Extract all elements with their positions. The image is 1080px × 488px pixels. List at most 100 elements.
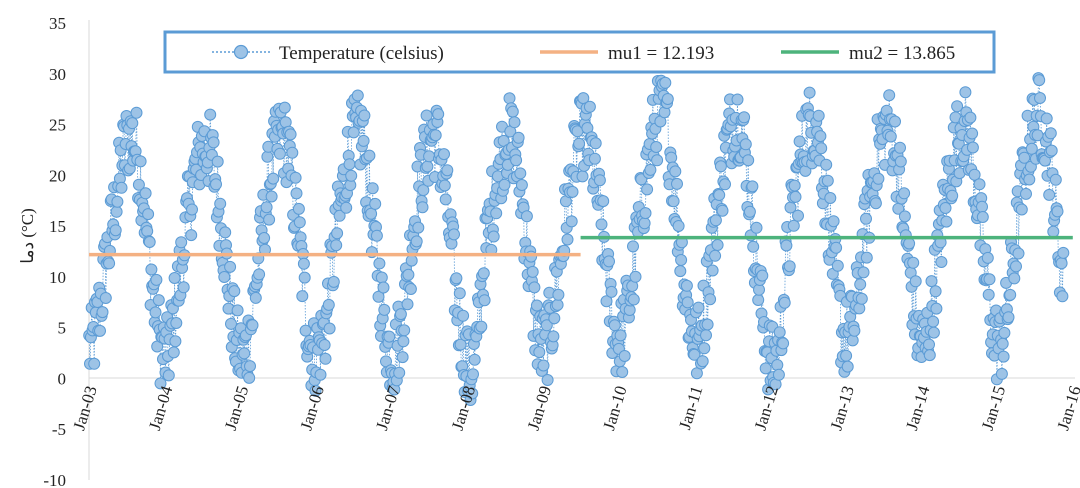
temperature-point (162, 369, 175, 382)
temperature-point (665, 151, 678, 164)
temperature-point (659, 76, 672, 89)
temperature-point (286, 146, 299, 159)
temperature-point (498, 178, 511, 191)
temperature-point (772, 368, 785, 381)
temperature-point (508, 116, 521, 129)
temperature-point (289, 171, 302, 184)
temperature-point (841, 360, 854, 373)
temperature-point (973, 178, 986, 191)
temperature-point (1033, 74, 1046, 87)
temperature-point (925, 275, 938, 288)
temperature-point (907, 256, 920, 269)
temperature-point (453, 287, 466, 300)
y-tick-label: 20 (49, 166, 66, 185)
temperature-point (696, 355, 709, 368)
temperature-point (467, 368, 479, 381)
temperature-point (261, 150, 274, 163)
temperature-point (94, 324, 106, 337)
temperature-point (154, 377, 167, 390)
temperature-point (263, 213, 276, 226)
temperature-point (290, 187, 303, 200)
temperature-point (674, 265, 687, 278)
temperature-point (547, 330, 560, 343)
temperature-point (627, 240, 639, 253)
temperature-point (848, 324, 861, 337)
temperature-point (432, 108, 445, 121)
temperature-point (997, 350, 1010, 363)
temperature-point (211, 155, 224, 168)
temperature-point (1055, 257, 1068, 270)
temperature-point (780, 239, 793, 252)
temperature-point (143, 236, 156, 248)
temperature-point (752, 294, 765, 306)
temperature-point (1008, 272, 1021, 285)
temperature-point (671, 177, 683, 190)
temperature-point (363, 149, 376, 162)
temperature-point (1040, 112, 1053, 125)
temperature-point (468, 353, 481, 366)
temperature-point (540, 319, 553, 332)
temperature-point (983, 273, 996, 286)
temperature-point (830, 241, 843, 254)
x-axis-ticks: Jan-03 Jan-04 Jan-05 Jan-06 Jan-07 Jan-08 Jan-… (69, 383, 1080, 432)
temperature-point (614, 329, 627, 342)
temperature-point (731, 93, 744, 106)
temperature-point (898, 187, 911, 200)
temperature-point (898, 210, 911, 223)
temperature-point (742, 154, 755, 167)
temperature-point (1051, 205, 1064, 218)
temperature-point (214, 197, 227, 210)
temperature-point (152, 294, 165, 307)
temperature-point (1043, 188, 1056, 201)
temperature-point (588, 152, 601, 165)
temperature-point (651, 154, 664, 167)
x-tick-label: Jan-07 (372, 383, 404, 432)
temperature-point (1025, 142, 1038, 155)
temperature-point (981, 251, 994, 264)
legend-temp-label: Temperature (celsius) (279, 43, 444, 64)
temperature-point (265, 190, 278, 203)
temperature-point (709, 214, 722, 227)
x-tick-label: Jan-04 (145, 383, 177, 432)
temperature-point (1002, 311, 1015, 324)
temperature-point (629, 270, 642, 283)
temperature-point (700, 329, 712, 342)
x-tick-label: Jan-13 (827, 384, 858, 433)
temperature-point (927, 326, 940, 339)
temperature-point (976, 200, 988, 213)
temperature-point (526, 265, 539, 278)
temperature-point (701, 318, 714, 331)
temperature-point (441, 164, 454, 177)
temperature-point (583, 100, 596, 113)
temperature-point (96, 306, 109, 319)
temperature-point (976, 211, 989, 223)
temperature-point (595, 218, 608, 231)
temperature-point (923, 349, 936, 362)
temperature-point (126, 117, 139, 130)
temperature-point (903, 237, 916, 250)
temperature-point (884, 130, 897, 143)
temperature-point (351, 89, 364, 102)
temperature-point (340, 201, 353, 214)
temperature-point (210, 178, 222, 191)
y-axis-ticks: -10 -5 0 5 10 15 20 25 30 35 (43, 14, 66, 488)
temperature-point (600, 295, 613, 308)
temperature-point (258, 232, 271, 244)
temperature-point (966, 141, 979, 154)
temperature-point (1056, 290, 1069, 303)
temperature-point (175, 236, 188, 249)
temperature-point (827, 215, 840, 228)
temperature-point (704, 293, 717, 306)
temperature-point (249, 291, 262, 304)
temperature-point (278, 101, 291, 114)
temperature-point (323, 322, 336, 335)
temperature-point (412, 221, 425, 234)
temperature-point (243, 371, 256, 384)
y-tick-label: 0 (58, 369, 67, 388)
temperature-point (429, 129, 442, 142)
temperature-point (638, 217, 651, 230)
temperature-point (698, 342, 711, 355)
temperature-point (692, 301, 705, 314)
temperature-point (150, 273, 163, 286)
